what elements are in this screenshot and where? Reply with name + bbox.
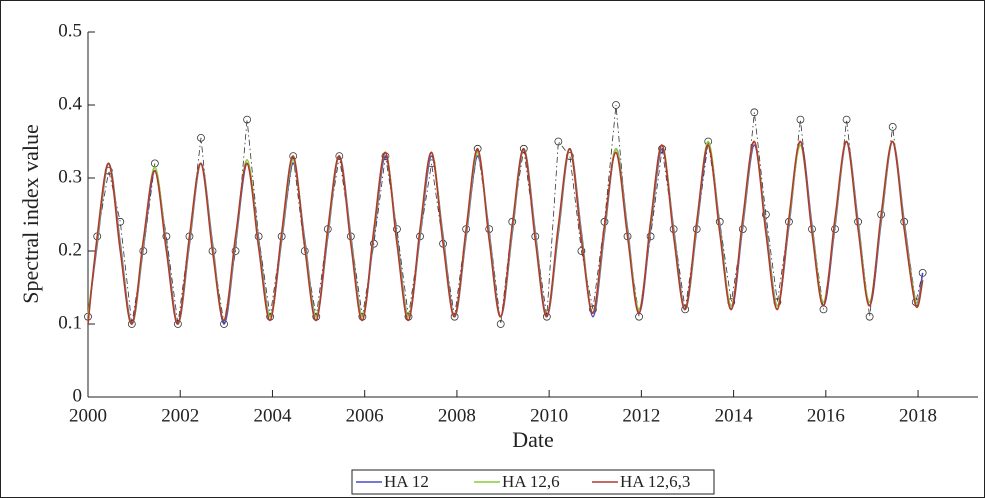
legend-label: HA 12 bbox=[384, 472, 429, 491]
y-tick-label: 0.1 bbox=[58, 312, 82, 333]
y-tick-label: 0.2 bbox=[58, 239, 82, 260]
x-tick-label: 2006 bbox=[346, 405, 384, 426]
x-tick-label: 2000 bbox=[69, 405, 107, 426]
legend-label: HA 12,6,3 bbox=[620, 472, 690, 491]
x-tick-label: 2012 bbox=[622, 405, 660, 426]
x-axis-label: Date bbox=[512, 427, 554, 452]
chart: Spectral index value Date 0 0.1 0.2 0.3 0.4 0… bbox=[0, 0, 985, 498]
page: Spectral index value Date 0 0.1 0.2 0.3 0.4 0… bbox=[0, 0, 985, 498]
x-tick-label: 2016 bbox=[807, 405, 845, 426]
x-tick-label: 2018 bbox=[899, 405, 937, 426]
y-axis-label: Spectral index value bbox=[18, 124, 43, 304]
y-tick-label: 0.4 bbox=[58, 93, 82, 114]
y-tick-label: 0.5 bbox=[58, 20, 82, 41]
x-tick-label: 2008 bbox=[438, 405, 476, 426]
x-tick-label: 2004 bbox=[253, 405, 292, 426]
y-tick-label: 0.3 bbox=[58, 166, 82, 187]
x-tick-label: 2014 bbox=[715, 405, 754, 426]
x-tick-label: 2002 bbox=[161, 405, 199, 426]
legend-label: HA 12,6 bbox=[502, 472, 560, 491]
y-tick-label: 0 bbox=[73, 385, 83, 406]
x-tick-label: 2010 bbox=[530, 405, 568, 426]
